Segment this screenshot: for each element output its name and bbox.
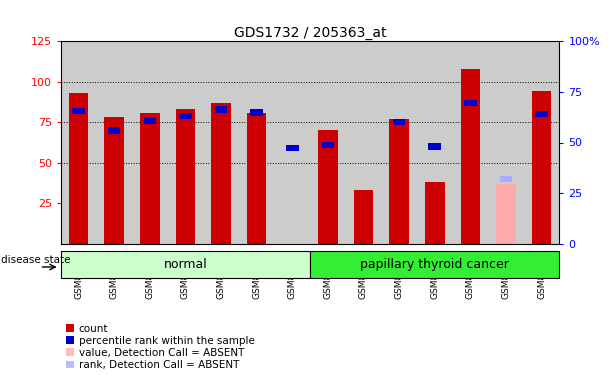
Bar bbox=[318, 130, 337, 244]
Bar bbox=[250, 109, 263, 116]
Bar bbox=[496, 184, 516, 244]
Bar bbox=[105, 117, 124, 244]
Bar bbox=[211, 103, 231, 244]
Bar bbox=[310, 41, 346, 244]
Bar bbox=[417, 41, 452, 244]
Bar bbox=[215, 106, 227, 112]
Bar bbox=[425, 182, 444, 244]
Bar bbox=[346, 41, 381, 244]
Text: papillary thyroid cancer: papillary thyroid cancer bbox=[361, 258, 509, 271]
Bar bbox=[381, 41, 417, 244]
Text: normal: normal bbox=[164, 258, 207, 271]
Bar bbox=[389, 119, 409, 244]
Bar bbox=[500, 176, 512, 182]
Bar bbox=[354, 190, 373, 244]
Bar bbox=[61, 41, 97, 244]
Bar bbox=[140, 112, 160, 244]
Title: GDS1732 / 205363_at: GDS1732 / 205363_at bbox=[234, 26, 386, 40]
Bar bbox=[239, 41, 274, 244]
Bar bbox=[247, 112, 266, 244]
Bar bbox=[488, 41, 523, 244]
Bar bbox=[132, 41, 168, 244]
Bar bbox=[393, 119, 406, 126]
Bar bbox=[460, 69, 480, 244]
Bar bbox=[322, 142, 334, 148]
Bar bbox=[535, 111, 548, 117]
Bar bbox=[69, 93, 88, 244]
Bar bbox=[72, 108, 85, 114]
Bar bbox=[286, 145, 299, 152]
Bar bbox=[179, 112, 192, 119]
Bar bbox=[523, 41, 559, 244]
Bar bbox=[532, 92, 551, 244]
Bar bbox=[203, 41, 239, 244]
Bar bbox=[274, 41, 310, 244]
Bar bbox=[452, 41, 488, 244]
Bar bbox=[310, 251, 559, 278]
Bar bbox=[464, 100, 477, 106]
Bar bbox=[97, 41, 132, 244]
Bar bbox=[168, 41, 203, 244]
Bar bbox=[108, 127, 120, 134]
Text: disease state: disease state bbox=[1, 255, 71, 266]
Legend: count, percentile rank within the sample, value, Detection Call = ABSENT, rank, : count, percentile rank within the sample… bbox=[66, 324, 254, 370]
Bar bbox=[429, 143, 441, 150]
Bar bbox=[176, 109, 195, 244]
Bar bbox=[61, 251, 310, 278]
Bar bbox=[143, 117, 156, 124]
